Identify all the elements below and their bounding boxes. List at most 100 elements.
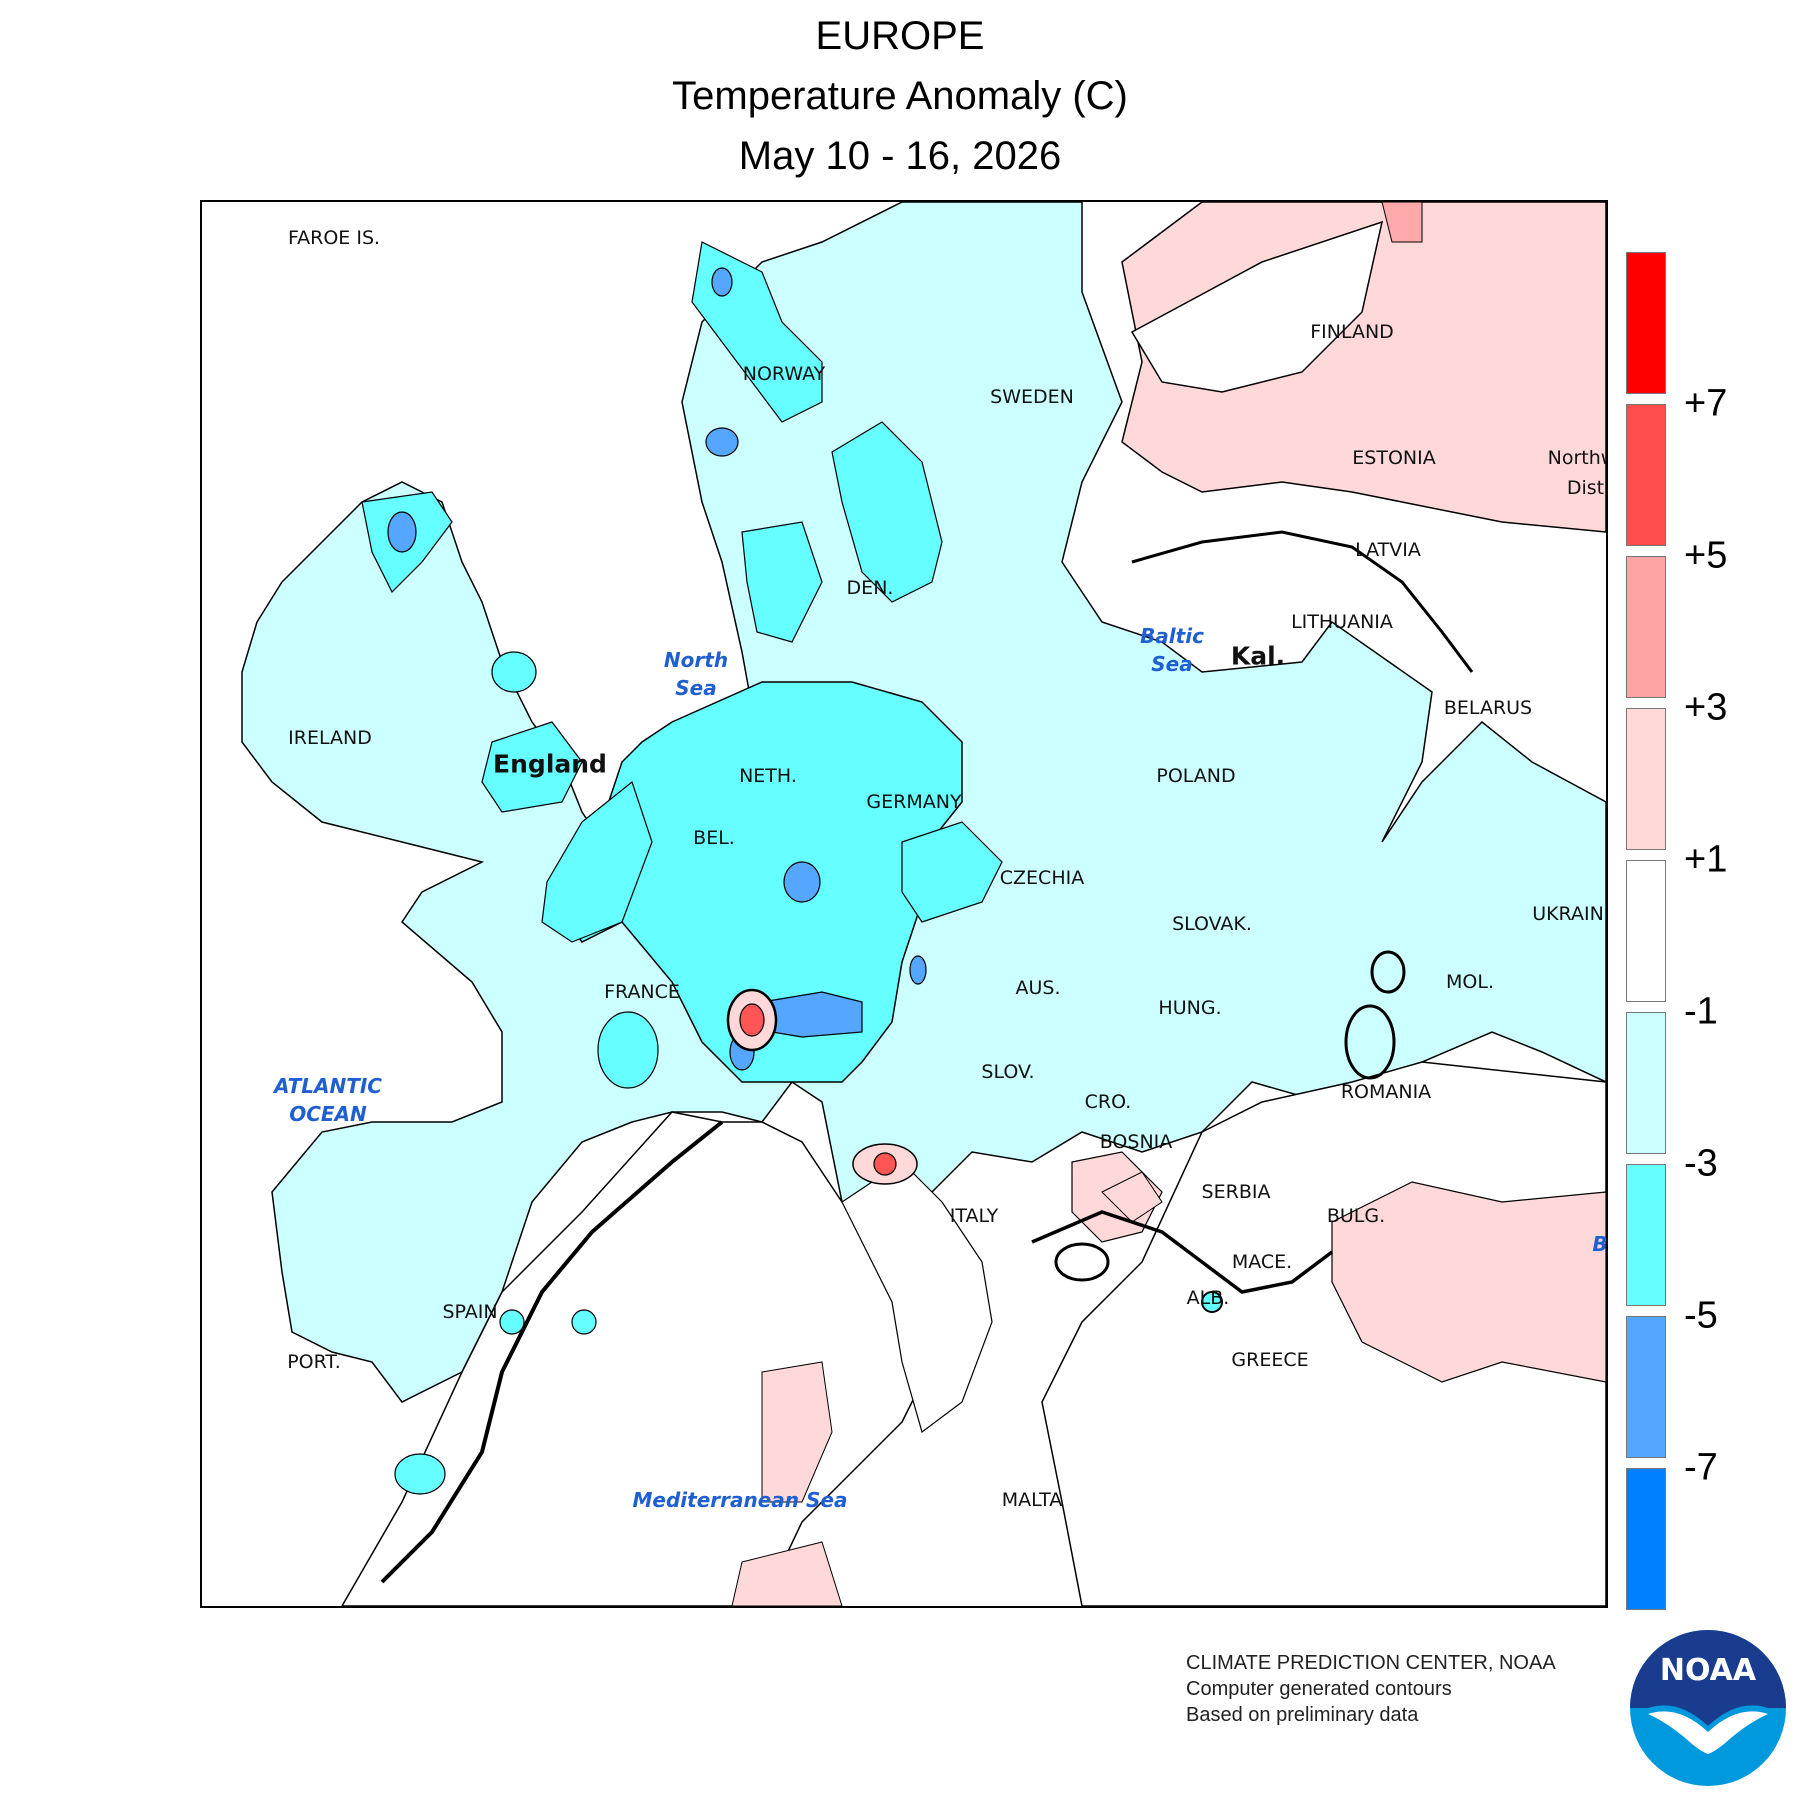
anomaly-zone-red-central-italy (873, 1152, 897, 1176)
label-norway: NORWAY (742, 363, 826, 385)
label-moldova: MOL. (1446, 971, 1494, 993)
anomaly-zone-cyan-spain (394, 1453, 446, 1495)
anomaly-zone-cyan-england (481, 721, 583, 813)
label-mediterranean-sea: Mediterranean Sea (632, 1488, 848, 1512)
contour-loop-romania (1344, 1004, 1396, 1080)
anomaly-zone-red-alps (739, 1003, 765, 1037)
label-england: England (493, 749, 607, 779)
anomaly-zone-pink-corner (1381, 202, 1423, 243)
label-district: Distri (1566, 477, 1606, 499)
label-ukraine: UKRAINE (1532, 903, 1608, 925)
label-kaliningrad: Kal. (1230, 641, 1286, 671)
label-hungary: HUNG. (1158, 997, 1222, 1019)
label-latvia: LATVIA (1355, 539, 1421, 561)
label-baltic-sea: Baltic Sea (1102, 622, 1242, 678)
label-lithuania: LITHUANIA (1291, 611, 1393, 633)
label-estonia: ESTONIA (1352, 447, 1436, 469)
anomaly-zone-cyan-france (597, 1011, 659, 1089)
label-austria: AUS. (1015, 977, 1061, 999)
legend-box-above-plus7 (1626, 252, 1666, 394)
label-faroe: FAROE IS. (287, 227, 381, 249)
label-belarus: BELARUS (1443, 697, 1533, 719)
label-northwest: Northw (1547, 447, 1606, 469)
label-bosnia: BOSNIA (1099, 1131, 1173, 1153)
label-atlantic-ocean-text: ATLANTIC OCEAN (274, 1074, 382, 1126)
contour-line-spain-coast (380, 1120, 724, 1584)
label-north-sea: North Sea (626, 646, 766, 702)
label-bulgaria: BULG. (1326, 1205, 1386, 1227)
noaa-logo-text: NOAA (1660, 1653, 1757, 1688)
label-slovenia: SLOV. (981, 1061, 1035, 1083)
legend-box-minus5-minus7 (1626, 1316, 1666, 1458)
legend-tick-minus7: -7 (1684, 1446, 1718, 1489)
anomaly-zone-cyan-bulgaria (1201, 1291, 1223, 1313)
anomaly-zone-cyan-sweden (831, 421, 943, 603)
label-italy: ITALY (949, 1205, 999, 1227)
label-black-sea-edge: B (1592, 1232, 1608, 1256)
label-sweden: SWEDEN (990, 386, 1074, 408)
credits: CLIMATE PREDICTION CENTER, NOAA Computer… (1186, 1650, 1556, 1728)
label-slovakia: SLOVAK. (1172, 913, 1252, 935)
anomaly-zone-cyan-spain-north1 (499, 1309, 525, 1335)
noaa-logo: NOAA (1630, 1630, 1786, 1786)
label-belgium: BEL. (693, 827, 735, 849)
legend-tick-plus3: +3 (1684, 686, 1728, 729)
legend-tick-minus3: -3 (1684, 1142, 1718, 1185)
legend-box-plus1-plus3 (1626, 708, 1666, 850)
map-title: EUROPE (815, 14, 985, 58)
label-albania: ALB. (1186, 1287, 1230, 1309)
map-panel: FAROE IS. NORWAY SWEDEN FINLAND ESTONIA … (200, 200, 1608, 1608)
map-date-range: May 10 - 16, 2026 (738, 134, 1062, 178)
label-spain: SPAIN (442, 1301, 498, 1323)
legend-tick-minus1: -1 (1684, 990, 1718, 1033)
credits-line-3: Based on preliminary data (1186, 1704, 1419, 1726)
label-portugal: PORT. (287, 1351, 341, 1373)
legend-box-below-minus7 (1626, 1468, 1666, 1610)
label-poland: POLAND (1156, 765, 1236, 787)
anomaly-zone-white-italy (841, 1161, 993, 1434)
credits-line-2: Computer generated contours (1186, 1678, 1452, 1700)
label-denmark: DEN. (846, 577, 894, 599)
label-greece: GREECE (1231, 1349, 1309, 1371)
label-germany: GERMANY (866, 791, 962, 813)
label-baltic-sea-text: Baltic Sea (1140, 624, 1204, 676)
contour-line-balkans (1031, 1210, 1334, 1294)
anomaly-zone-cyan-northeng (491, 651, 537, 693)
anomaly-zone-cyan-denmark (741, 521, 823, 643)
anomaly-zone-pink-malta (731, 1541, 843, 1606)
contour-loop-moldova (1370, 950, 1406, 994)
legend-box-minus1-minus3 (1626, 1012, 1666, 1154)
anomaly-zone-blue-czechia (909, 955, 927, 985)
label-czechia: CZECHIA (999, 867, 1085, 889)
credits-line-1: CLIMATE PREDICTION CENTER, NOAA (1186, 1652, 1556, 1674)
label-netherlands: NETH. (739, 765, 797, 787)
anomaly-zone-cyan-czechia (901, 821, 1003, 923)
label-malta: MALTA (1001, 1489, 1063, 1511)
anomaly-zone-pink-turkey (1331, 1181, 1606, 1383)
anomaly-zone-pink-south (761, 1361, 833, 1503)
label-ireland: IRELAND (288, 727, 372, 749)
legend-box-near-normal (1626, 860, 1666, 1002)
label-romania: ROMANIA (1340, 1081, 1432, 1103)
anomaly-zone-white-finland (1130, 220, 1384, 393)
map-subtitle: Temperature Anomaly (C) (672, 74, 1128, 118)
anomaly-zone-blue-norway (711, 267, 733, 297)
legend-box-minus3-minus5 (1626, 1164, 1666, 1306)
label-croatia: CRO. (1084, 1091, 1132, 1113)
label-france: FRANCE (604, 981, 680, 1003)
label-macedonia: MACE. (1231, 1251, 1293, 1273)
legend-box-plus3-plus5 (1626, 556, 1666, 698)
legend-box-plus5-plus7 (1626, 404, 1666, 546)
anomaly-zone-pink-estonia-patch (1101, 1171, 1163, 1223)
anomaly-zone-blue-scotland (387, 511, 417, 553)
contour-line-baltic (1131, 530, 1474, 673)
anomaly-zone-cyan-spain-north2 (571, 1309, 597, 1335)
anomaly-zone-blue-germany (783, 861, 821, 903)
legend-tick-plus1: +1 (1684, 838, 1728, 881)
anomaly-map (202, 202, 1606, 1606)
label-north-sea-text: North Sea (663, 648, 729, 700)
label-atlantic-ocean: ATLANTIC OCEAN (258, 1072, 398, 1128)
legend-tick-plus7: +7 (1684, 382, 1728, 425)
legend-tick-minus5: -5 (1684, 1294, 1718, 1337)
contour-loop-serbia (1054, 1242, 1110, 1282)
